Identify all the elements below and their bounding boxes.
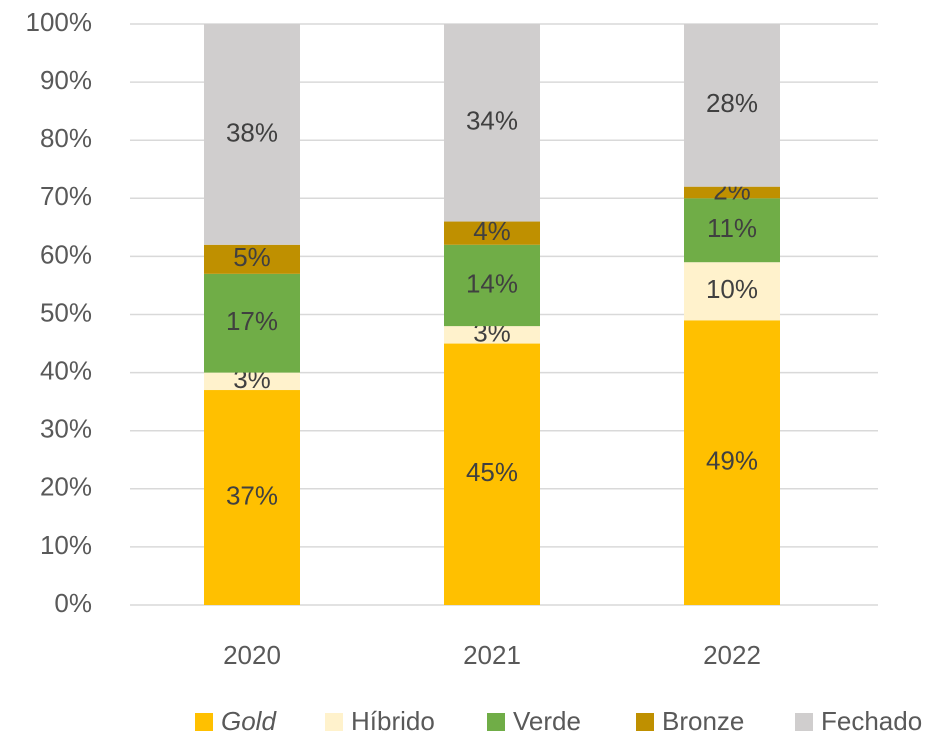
data-label: 38%: [226, 117, 278, 147]
legend-label: Fechado: [821, 706, 922, 736]
bar-segment: [444, 343, 540, 605]
legend-swatch: [636, 713, 654, 731]
legend-swatch: [325, 713, 343, 731]
bar-segment: [684, 186, 780, 199]
data-label: 49%: [706, 446, 758, 476]
bar-segment: [444, 24, 540, 222]
bar-segment: [204, 244, 300, 274]
legend-swatch: [195, 713, 213, 731]
y-tick-label: 0%: [54, 588, 92, 618]
y-tick-label: 80%: [40, 123, 92, 153]
bar-segment: [444, 221, 540, 245]
data-label: 28%: [706, 88, 758, 118]
bar-segment: [444, 326, 540, 344]
bar-segment: [444, 244, 540, 327]
y-tick-label: 30%: [40, 414, 92, 444]
bar-segment: [684, 262, 780, 321]
legend-swatch: [795, 713, 813, 731]
legend-label: Verde: [513, 706, 581, 736]
bar-segment: [204, 390, 300, 605]
bar-segment: [204, 372, 300, 391]
legend-swatch: [487, 713, 505, 731]
data-label: 10%: [706, 274, 758, 304]
y-tick-label: 20%: [40, 472, 92, 502]
data-label: 11%: [707, 213, 757, 243]
legend-label: Bronze: [662, 706, 744, 736]
y-tick-label: 70%: [40, 181, 92, 211]
y-tick-label: 50%: [40, 297, 92, 327]
bar-segment: [204, 24, 300, 245]
data-label: 5%: [233, 242, 271, 272]
x-tick-label: 2020: [223, 640, 281, 670]
data-label: 34%: [466, 106, 518, 136]
y-tick-label: 40%: [40, 355, 92, 385]
y-tick-label: 90%: [40, 65, 92, 95]
y-tick-label: 60%: [40, 239, 92, 269]
bar-segment: [684, 320, 780, 605]
bar-segment: [204, 273, 300, 373]
bar-segment: [684, 24, 780, 187]
legend-label: Gold: [221, 706, 277, 736]
x-tick-label: 2022: [703, 640, 761, 670]
bar-segment: [684, 198, 780, 263]
x-tick-label: 2021: [463, 640, 521, 670]
data-label: 17%: [226, 306, 278, 336]
data-label: 45%: [466, 457, 518, 487]
y-tick-label: 100%: [26, 7, 93, 37]
legend-label: Híbrido: [351, 706, 435, 736]
data-label: 14%: [466, 268, 518, 298]
data-label: 37%: [226, 480, 278, 510]
y-tick-label: 10%: [40, 530, 92, 560]
